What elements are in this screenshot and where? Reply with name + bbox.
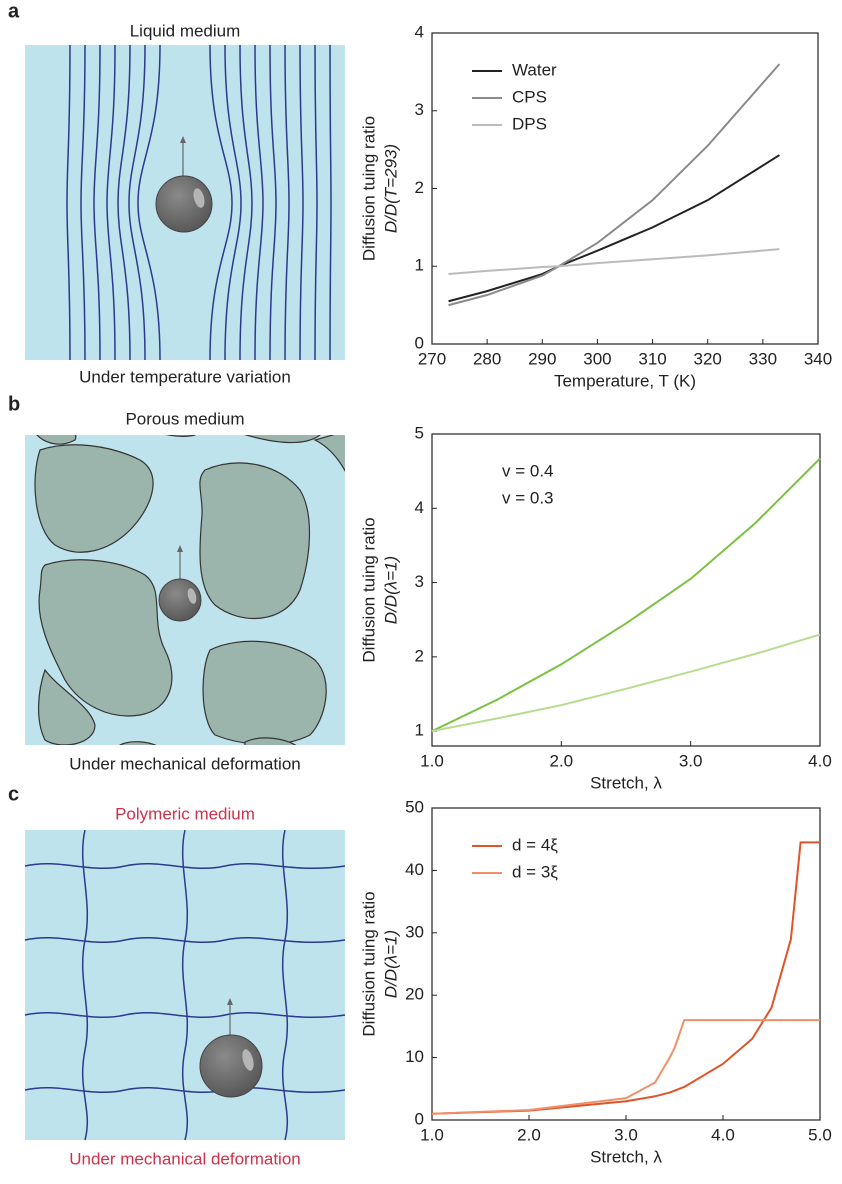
y-tick-label: 30 [405,922,424,941]
y-axis-label: Diffusion tuing ratio [359,116,378,261]
y-tick-label: 50 [405,797,424,816]
panel-label: a [8,0,20,22]
y-axis-label: Diffusion tuing ratio [359,517,378,662]
schematic-caption: Under mechanical deformation [69,754,301,773]
y-axis-label: D/D(λ=1) [381,556,400,624]
x-tick-label: 280 [473,349,501,368]
schematic-title: Polymeric medium [115,804,255,823]
x-tick-label: 5.0 [808,1125,832,1144]
y-tick-label: 4 [415,498,424,517]
x-tick-label: 1.0 [420,1125,444,1144]
series-line [448,154,780,303]
x-axis-label: Stretch, λ [590,773,662,792]
x-tick-label: 4.0 [808,751,832,770]
y-tick-label: 1 [415,721,424,740]
x-tick-label: 2.0 [550,751,574,770]
series-line [431,841,820,1115]
y-tick-label: 3 [415,100,424,119]
legend-label: v = 0.4 [502,461,554,480]
x-axis-label: Stretch, λ [590,1147,662,1166]
x-tick-label: 290 [528,349,556,368]
series-line [431,457,821,733]
x-tick-label: 2.0 [517,1125,541,1144]
plot-frame [431,32,819,345]
y-tick-label: 40 [405,860,424,879]
y-axis-label: D/D(λ=1) [381,930,400,998]
y-tick-label: 0 [415,333,424,352]
x-tick-label: 270 [418,349,446,368]
schematic-title: Porous medium [125,409,244,428]
series-line [431,633,821,733]
series-line [448,248,780,276]
y-tick-label: 10 [405,1047,424,1066]
y-tick-label: 20 [405,985,424,1004]
x-tick-label: 1.0 [420,751,444,770]
x-tick-label: 340 [804,349,832,368]
polymer-schematic [24,829,346,1141]
schematic-title: Liquid medium [130,21,241,40]
x-tick-label: 3.0 [614,1125,638,1144]
plot-frame [431,433,821,747]
y-tick-label: 2 [415,646,424,665]
plot-frame [431,807,821,1121]
y-axis-label: D/D(T=293) [381,144,400,233]
x-tick-label: 320 [694,349,722,368]
legend-label: d = 4ξ [512,835,558,854]
legend-label: DPS [512,114,547,133]
y-tick-label: 1 [415,256,424,275]
x-tick-label: 330 [749,349,777,368]
schematic-caption: Under mechanical deformation [69,1149,301,1168]
x-tick-label: 300 [583,349,611,368]
porous-schematic [25,435,345,745]
legend-label: Water [512,60,557,79]
x-tick-label: 4.0 [711,1125,735,1144]
panel-label: b [8,393,20,415]
legend-label: d = 3ξ [512,862,558,881]
liquid-schematic [25,44,345,361]
x-axis-label: Temperature, T (K) [554,371,696,390]
y-tick-label: 3 [415,572,424,591]
x-tick-label: 310 [638,349,666,368]
series-line [448,63,781,307]
x-tick-label: 3.0 [679,751,703,770]
schematic-caption: Under temperature variation [79,367,291,386]
y-tick-label: 0 [415,1109,424,1128]
y-tick-label: 4 [415,22,424,41]
panel-label: c [8,783,19,805]
series-line [431,1019,820,1115]
y-tick-label: 2 [415,178,424,197]
y-tick-label: 5 [415,423,424,442]
legend-label: v = 0.3 [502,488,554,507]
y-axis-label: Diffusion tuing ratio [359,891,378,1036]
legend-label: CPS [512,87,547,106]
